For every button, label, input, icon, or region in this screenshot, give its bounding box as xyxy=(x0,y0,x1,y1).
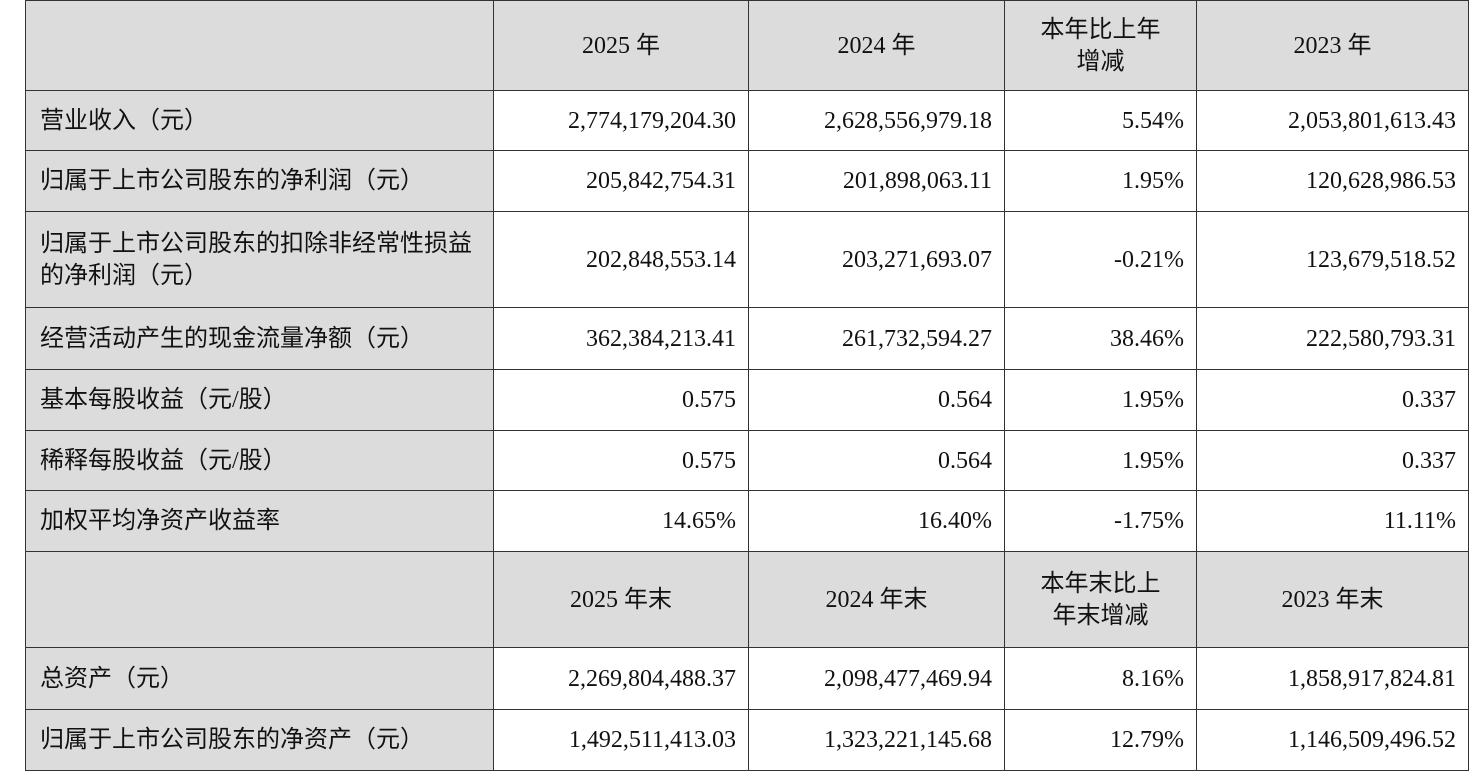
header-text: 本年末比上年末增减 xyxy=(1040,570,1161,629)
header-text: 2025 年 xyxy=(582,32,660,59)
header-cell: 2025 年 xyxy=(493,0,749,91)
data-row: 营业收入（元） 2,774,179,204.30 2,628,556,979.18 5… xyxy=(25,90,1469,151)
value-cell: 2,774,179,204.30 xyxy=(493,90,749,151)
header-cell: 2024 年末 xyxy=(748,551,1005,648)
value-cell: 38.46% xyxy=(1004,307,1197,370)
value-cell: 1,858,917,824.81 xyxy=(1196,647,1469,710)
value-cell: 12.79% xyxy=(1004,709,1197,771)
row-label: 稀释每股收益（元/股） xyxy=(25,430,494,491)
value-cell: 1.95% xyxy=(1004,369,1197,431)
value-cell: -0.21% xyxy=(1004,211,1197,308)
value-cell: -1.75% xyxy=(1004,490,1197,552)
value-cell: 201,898,063.11 xyxy=(748,150,1005,212)
row-label: 归属于上市公司股东的净利润（元） xyxy=(25,150,494,212)
header-text: 2025 年末 xyxy=(570,586,672,613)
header-cell: 2023 年 xyxy=(1196,0,1469,91)
value-cell: 123,679,518.52 xyxy=(1196,211,1469,308)
row-label: 加权平均净资产收益率 xyxy=(25,490,494,552)
value-cell: 1.95% xyxy=(1004,150,1197,212)
header-cell: 本年比上年增减 xyxy=(1004,0,1197,91)
value-cell: 2,269,804,488.37 xyxy=(493,647,749,710)
value-cell: 202,848,553.14 xyxy=(493,211,749,308)
data-row: 归属于上市公司股东的净资产（元） 1,492,511,413.03 1,323,22… xyxy=(25,709,1469,771)
header-cell: 本年末比上年末增减 xyxy=(1004,551,1197,648)
header-text: 本年比上年增减 xyxy=(1040,16,1161,75)
value-cell: 1,323,221,145.68 xyxy=(748,709,1005,771)
data-row: 经营活动产生的现金流量净额（元） 362,384,213.41 261,732,59… xyxy=(25,307,1469,370)
value-cell: 0.575 xyxy=(493,369,749,431)
corner-cell xyxy=(25,0,494,91)
value-cell: 0.564 xyxy=(748,369,1005,431)
header-row: 2025 年 2024 年 本年比上年增减 2023 年 xyxy=(25,0,1469,91)
value-cell: 0.337 xyxy=(1196,369,1469,431)
value-cell: 203,271,693.07 xyxy=(748,211,1005,308)
row-label: 归属于上市公司股东的净资产（元） xyxy=(25,709,494,771)
value-cell: 11.11% xyxy=(1196,490,1469,552)
value-cell: 205,842,754.31 xyxy=(493,150,749,212)
value-cell: 1,146,509,496.52 xyxy=(1196,709,1469,771)
header-cell: 2023 年末 xyxy=(1196,551,1469,648)
value-cell: 2,628,556,979.18 xyxy=(748,90,1005,151)
financial-table: 2025 年 2024 年 本年比上年增减 2023 年营业收入（元） 2,774,17… xyxy=(25,0,1469,771)
value-cell: 2,098,477,469.94 xyxy=(748,647,1005,710)
value-cell: 8.16% xyxy=(1004,647,1197,710)
data-row: 加权平均净资产收益率 14.65% 16.40% -1.75% 11.11% xyxy=(25,490,1469,552)
value-cell: 5.54% xyxy=(1004,90,1197,151)
value-cell: 1.95% xyxy=(1004,430,1197,491)
data-row: 总资产（元） 2,269,804,488.37 2,098,477,469.94 8.… xyxy=(25,647,1469,710)
data-row: 基本每股收益（元/股） 0.575 0.564 1.95% 0.337 xyxy=(25,369,1469,431)
header-cell: 2025 年末 xyxy=(493,551,749,648)
value-cell: 0.337 xyxy=(1196,430,1469,491)
header-cell: 2024 年 xyxy=(748,0,1005,91)
header-row: 2025 年末 2024 年末 本年末比上年末增减 2023 年末 xyxy=(25,551,1469,648)
value-cell: 16.40% xyxy=(748,490,1005,552)
value-cell: 2,053,801,613.43 xyxy=(1196,90,1469,151)
value-cell: 14.65% xyxy=(493,490,749,552)
data-row: 稀释每股收益（元/股） 0.575 0.564 1.95% 0.337 xyxy=(25,430,1469,491)
row-label: 营业收入（元） xyxy=(25,90,494,151)
value-cell: 1,492,511,413.03 xyxy=(493,709,749,771)
value-cell: 261,732,594.27 xyxy=(748,307,1005,370)
data-row: 归属于上市公司股东的净利润（元） 205,842,754.31 201,898,06… xyxy=(25,150,1469,212)
data-row: 归属于上市公司股东的扣除非经常性损益的净利润（元） 202,848,553.14 2… xyxy=(25,211,1469,308)
row-label: 基本每股收益（元/股） xyxy=(25,369,494,431)
corner-cell xyxy=(25,551,494,648)
row-label: 经营活动产生的现金流量净额（元） xyxy=(25,307,494,370)
header-text: 2023 年末 xyxy=(1281,586,1384,613)
value-cell: 362,384,213.41 xyxy=(493,307,749,370)
header-text: 2024 年末 xyxy=(825,586,928,613)
header-text: 2024 年 xyxy=(837,32,916,59)
row-label: 总资产（元） xyxy=(25,647,494,710)
value-cell: 0.575 xyxy=(493,430,749,491)
header-text: 2023 年 xyxy=(1293,32,1372,59)
value-cell: 222,580,793.31 xyxy=(1196,307,1469,370)
value-cell: 120,628,986.53 xyxy=(1196,150,1469,212)
row-label: 归属于上市公司股东的扣除非经常性损益的净利润（元） xyxy=(25,211,494,308)
value-cell: 0.564 xyxy=(748,430,1005,491)
